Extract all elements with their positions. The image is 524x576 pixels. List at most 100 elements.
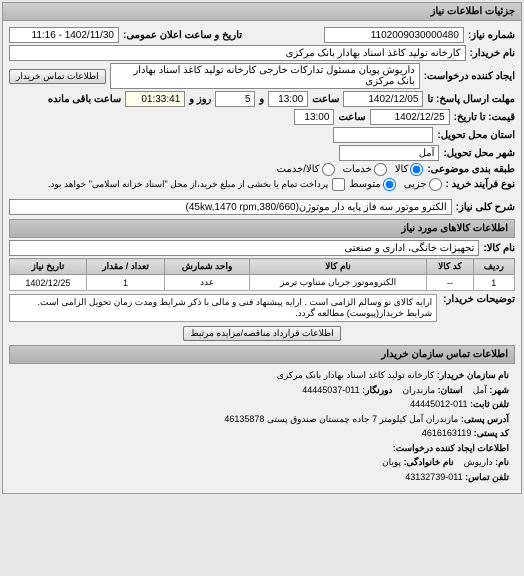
row-main-need: شرح کلی نیاز: الکترو موتور سه فاز پایه د…	[9, 199, 515, 215]
lname-label: نام خانوادگی:	[404, 457, 454, 467]
contact-buyer-button[interactable]: اطلاعات تماس خریدار	[9, 69, 106, 84]
buyer-name-value: کارخانه تولید کاغذ اسناد بهادار بانک مرک…	[9, 45, 466, 61]
time-label-2: ساعت	[338, 112, 365, 123]
col-date: تاریخ نیاز	[10, 259, 87, 275]
zip-label: کد پستی:	[474, 428, 509, 438]
row-buyer-desc: توضیحات خریدار: ارایه کالای نو وسالم الز…	[9, 294, 515, 322]
lname-value: پویان	[382, 457, 401, 467]
remain-time: 01:33:41	[125, 91, 185, 107]
row-category: نام کالا: تجهیزات خانگی، اداری و صنعتی	[9, 240, 515, 256]
deadline-label: مهلت ارسال پاسخ: تا	[427, 94, 515, 105]
row-buyer-name: نام خریدار: کارخانه تولید کاغذ اسناد بها…	[9, 45, 515, 61]
contact-block: نام سازمان خریدار: کارخانه تولید کاغذ اس…	[9, 364, 515, 489]
remain-label: ساعت باقی مانده	[48, 94, 121, 105]
radio-kala-khadamat[interactable]	[322, 163, 335, 176]
radio-kala[interactable]	[410, 163, 423, 176]
name-value: داریوش	[464, 457, 493, 467]
row-attach: اطلاعات قرارداد مناقصه/مزایده مرتبط	[9, 326, 515, 341]
radio-kala-khadamat-label: کالا/خدمت	[277, 164, 320, 175]
row-need-number: شماره نیاز: 1102009030000480 تاریخ و ساع…	[9, 27, 515, 43]
col-qty: تعداد / مقدار	[86, 259, 165, 275]
row-deadline: مهلت ارسال پاسخ: تا 1402/12/05 ساعت 13:0…	[9, 91, 515, 107]
validity-date: 1402/12/25	[370, 109, 450, 125]
deadline-time: 13:00	[268, 91, 308, 107]
time-label-1: ساعت	[312, 94, 339, 105]
city-label: شهر محل تحویل:	[443, 148, 515, 159]
fax-value: 011-44445037	[302, 385, 359, 395]
col-code: کد کالا	[427, 259, 473, 275]
radio-jozi-label: جزیی	[404, 179, 427, 190]
radio-motevaset-label: متوسط	[349, 179, 380, 190]
row-process: نوع فرآیند خرید : جزیی متوسط پرداخت تمام…	[9, 178, 515, 191]
category-label: نام کالا:	[483, 243, 515, 254]
items-table: ردیف کد کالا نام کالا واحد شمارش تعداد /…	[9, 258, 515, 291]
org-line: نام سازمان خریدار: کارخانه تولید کاغذ اس…	[15, 369, 509, 383]
cell-code: --	[427, 275, 473, 291]
province-value	[333, 127, 433, 143]
name-line: نام: داریوش نام خانوادگی: پویان	[15, 456, 509, 470]
buyer-name-label: نام خریدار:	[470, 48, 515, 59]
row-creator: ایجاد کننده درخواست: داریوش پویان مسئول …	[9, 63, 515, 89]
city2-line: شهر: آمل استان: مازندران دورنگار: 011-44…	[15, 384, 509, 398]
cphone-label: تلفن تماس:	[465, 472, 509, 482]
zip-line: کد پستی: 4616163119	[15, 427, 509, 441]
radio-khadamat-label: خدمات	[343, 164, 372, 175]
need-number-label: شماره نیاز:	[468, 30, 515, 41]
validity-time: 13:00	[294, 109, 334, 125]
days-and-label: روز و	[189, 94, 211, 105]
main-need-label: شرح کلی نیاز:	[456, 202, 515, 213]
row-province: استان محل تحویل:	[9, 127, 515, 143]
postal-value: مازندران آمل کیلومتر 7 جاده چمستان صندوق…	[224, 414, 458, 424]
city-value: آمل	[339, 145, 439, 161]
zip-value: 4616163119	[422, 428, 471, 438]
pack-label: طبقه بندی موضوعی:	[427, 164, 515, 175]
radio-motevaset[interactable]	[383, 178, 396, 191]
prov2-label: استان:	[438, 385, 463, 395]
panel-body: شماره نیاز: 1102009030000480 تاریخ و ساع…	[3, 21, 521, 493]
announce-label: تاریخ و ساعت اعلان عمومی:	[123, 30, 242, 41]
phone-line: تلفن ثابت: 011-44445012	[15, 398, 509, 412]
phone-value: 011-44445012	[410, 399, 467, 409]
attach-button[interactable]: اطلاعات قرارداد مناقصه/مزایده مرتبط	[183, 326, 340, 341]
announce-value: 1402/11/30 - 11:16	[9, 27, 119, 43]
creator-value: داریوش پویان مسئول تدارکات خارجی کارخانه…	[110, 63, 420, 89]
org-label: نام سازمان خریدار:	[437, 370, 509, 380]
city2-label: شهر:	[489, 385, 509, 395]
city2-value: آمل	[473, 385, 487, 395]
need-number-value: 1102009030000480	[324, 27, 464, 43]
cell-unit: عدد	[165, 275, 249, 291]
table-row[interactable]: 1 -- الکتروموتور جریان متناوب ترمز عدد 1…	[10, 275, 515, 291]
col-name: نام کالا	[249, 259, 427, 275]
radio-khadamat[interactable]	[374, 163, 387, 176]
cphone-line: تلفن تماس: 011-43132739	[15, 471, 509, 485]
buyer-desc-text: ارایه کالای نو وسالم الزامی است . ارایه …	[9, 294, 437, 322]
postal-line: آدرس پستی: مازندران آمل کیلومتر 7 جاده چ…	[15, 413, 509, 427]
name-label: نام:	[495, 457, 509, 467]
cell-row: 1	[473, 275, 514, 291]
category-value: تجهیزات خانگی، اداری و صنعتی	[9, 240, 479, 256]
row-validity: قیمت: تا تاریخ: 1402/12/25 ساعت 13:00	[9, 109, 515, 125]
phone-label: تلفن ثابت:	[470, 399, 509, 409]
prov2-value: مازندران	[402, 385, 435, 395]
fax-label: دورنگار:	[362, 385, 392, 395]
cell-name: الکتروموتور جریان متناوب ترمز	[249, 275, 427, 291]
radio-kala-label: کالا	[395, 164, 409, 175]
radio-jozi[interactable]	[429, 178, 442, 191]
col-row: ردیف	[473, 259, 514, 275]
panel-title: جزئیات اطلاعات نیاز	[3, 3, 521, 21]
org-value: کارخانه تولید کاغذ اسناد بهادار بانک مرک…	[277, 370, 434, 380]
days-value: 5	[215, 91, 255, 107]
req-creator-header: اطلاعات ایجاد کننده درخواست:	[15, 442, 509, 456]
and-label: و	[259, 94, 264, 105]
cphone-value: 011-43132739	[405, 472, 462, 482]
row-city: شهر محل تحویل: آمل	[9, 145, 515, 161]
col-unit: واحد شمارش	[165, 259, 249, 275]
validity-label: قیمت: تا تاریخ:	[454, 112, 515, 123]
table-header-row: ردیف کد کالا نام کالا واحد شمارش تعداد /…	[10, 259, 515, 275]
treasury-checkbox[interactable]	[332, 178, 345, 191]
contact-section-header: اطلاعات تماس سازمان خریدار	[9, 345, 515, 364]
pack-radio-group: کالا خدمات کالا/خدمت	[277, 163, 424, 176]
province-label: استان محل تحویل:	[437, 130, 515, 141]
buyer-desc-label: توضیحات خریدار:	[443, 294, 515, 322]
main-need-value: الکترو موتور سه فاز پایه دار موتوژن(45kw…	[9, 199, 452, 215]
